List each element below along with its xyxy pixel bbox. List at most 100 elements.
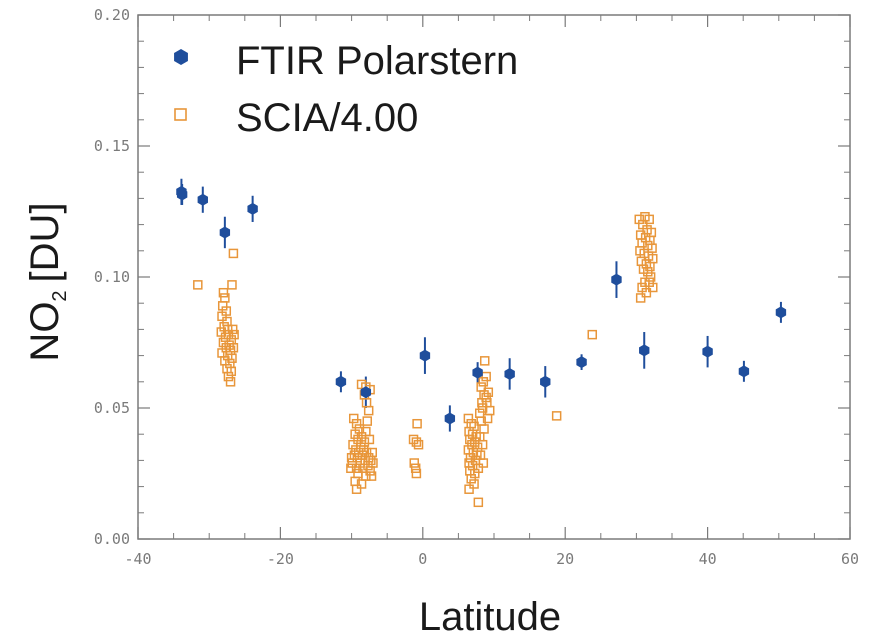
x-tick-label: -40 (124, 550, 151, 568)
ftir-point (335, 375, 347, 388)
x-tick-label: 40 (699, 550, 717, 568)
scia-point (225, 358, 235, 369)
scia-point (217, 311, 227, 322)
legend: FTIR Polarstern SCIA/4.00 (174, 39, 518, 140)
scia-point (551, 411, 562, 421)
scia-point (226, 335, 237, 345)
scia-point (350, 429, 360, 439)
scia-point (413, 439, 424, 450)
scia-point (227, 353, 237, 363)
scia-point (346, 453, 357, 463)
scia-point (475, 408, 485, 418)
scia-point (222, 316, 232, 327)
scia-point (367, 447, 377, 458)
axis-ticks: -40 -20 0 20 40 60 0.00 0.05 0.10 0.15 0.20 (94, 6, 859, 568)
scia-point (469, 479, 479, 489)
scia-point (366, 471, 377, 481)
scia-point (348, 439, 358, 450)
ftir-point (219, 226, 231, 239)
y-tick-label: 0.20 (94, 6, 130, 24)
scia-point (466, 473, 476, 484)
scia-point (481, 392, 491, 403)
scia-point (346, 463, 356, 474)
scia-point (361, 426, 371, 437)
plot-frame (137, 14, 851, 540)
scia-point (482, 413, 493, 424)
scia-point (408, 434, 419, 445)
ftir-point (360, 386, 372, 399)
scia-point (351, 418, 362, 429)
scia-point (648, 282, 658, 293)
scia-point (465, 466, 475, 476)
scia-point (635, 293, 646, 303)
scia-point (476, 382, 486, 392)
ftir-point (738, 365, 750, 378)
ftir-point (576, 356, 587, 369)
y-axis-title-unit: [DU] (23, 202, 67, 282)
scia-point (478, 458, 489, 468)
x-tick-label: 0 (418, 550, 427, 568)
scia-point (351, 484, 362, 494)
legend-ftir-label: FTIR Polarstern (236, 39, 518, 83)
scia-point (356, 379, 367, 390)
ftir-point (444, 412, 456, 425)
scia-point (410, 463, 421, 474)
scia-point (228, 342, 239, 353)
y-tick-label: 0.15 (94, 137, 130, 155)
y-tick-label: 0.05 (94, 399, 130, 417)
error-bars (180, 178, 782, 432)
scia-point (409, 458, 420, 468)
y-axis-title: NO2 [DU] (23, 202, 71, 361)
legend-scia-marker (174, 108, 187, 121)
ftir-point (176, 188, 188, 201)
scia-point (644, 214, 654, 225)
scia-point (479, 424, 489, 434)
scia-point (483, 387, 494, 398)
scia-point (465, 434, 475, 445)
scia-point (218, 337, 229, 348)
x-tick-label: 60 (841, 550, 859, 568)
x-axis-title: Latitude (419, 595, 561, 639)
scia-point (478, 377, 489, 387)
scia-point (226, 366, 237, 377)
y-tick-label: 0.10 (94, 268, 130, 286)
scia-point (645, 261, 655, 272)
scia-point (227, 280, 237, 290)
ftir-point (419, 349, 431, 362)
scia-point (368, 458, 378, 468)
scia-point (225, 377, 236, 387)
scia-point (228, 248, 239, 259)
ftir-point (611, 273, 622, 286)
scia-point (362, 416, 373, 426)
scia-point (411, 437, 422, 447)
scia-point (641, 287, 652, 298)
scia-point (229, 329, 239, 340)
scia-point (463, 413, 474, 424)
scia-point (477, 439, 488, 450)
ftir-point (247, 202, 258, 215)
scia-point (363, 460, 373, 471)
scia-point (481, 371, 491, 382)
scia-series (193, 211, 658, 508)
scia-point (645, 272, 656, 282)
x-tick-label: -20 (267, 550, 294, 568)
scia-point (411, 468, 422, 479)
scia-point (366, 455, 376, 466)
scia-point (466, 418, 476, 429)
y-tick-label: 0.00 (94, 530, 130, 548)
scia-point (193, 280, 203, 290)
scia-point (479, 356, 490, 366)
ftir-series (176, 185, 787, 425)
y-axis-title-sub: 2 (49, 290, 71, 301)
scia-point (464, 484, 474, 494)
scia-point (643, 267, 653, 277)
ftir-point (639, 344, 650, 357)
ftir-point (540, 375, 551, 388)
scia-point (412, 418, 422, 429)
scia-point (218, 287, 229, 298)
x-tick-label: 20 (556, 550, 574, 568)
scia-point (351, 463, 362, 474)
ftir-point (775, 306, 787, 319)
ftir-point (472, 366, 483, 379)
scia-point (473, 497, 484, 508)
